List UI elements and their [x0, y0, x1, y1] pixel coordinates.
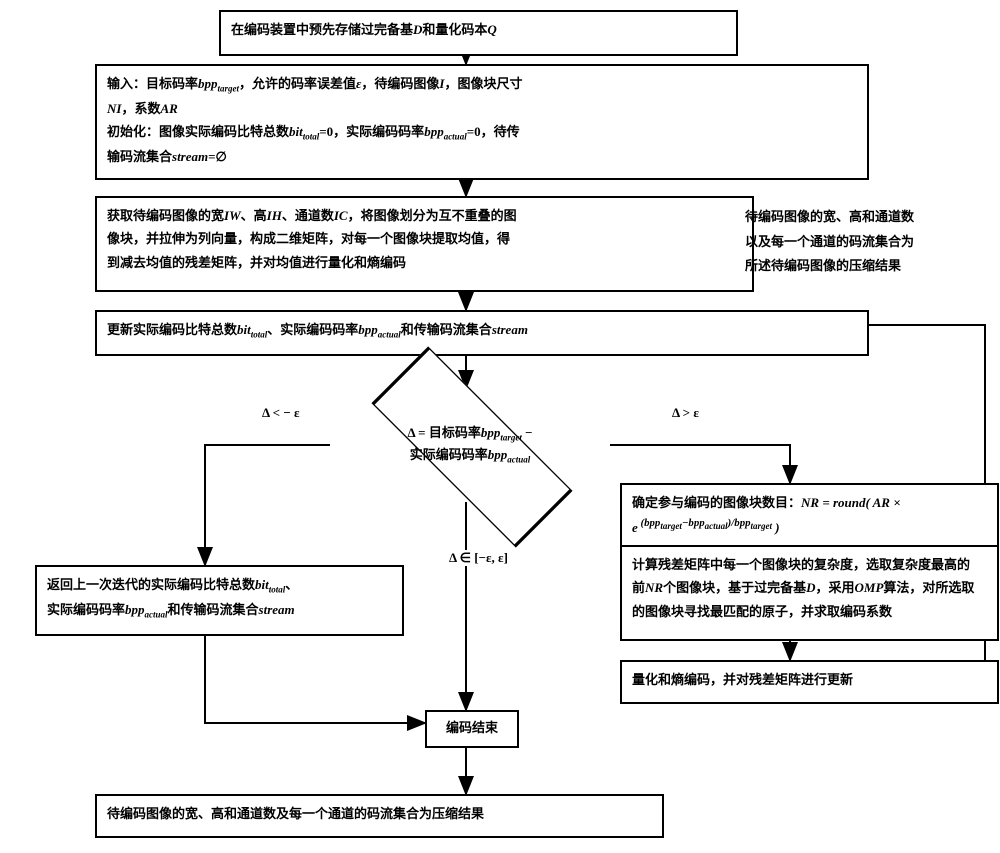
flowchart-box-left_branch: 返回上一次迭代的实际编码比特总数bittotal、实际编码码率bppactual…	[35, 565, 404, 636]
edge-label-l_right: Δ > ε	[670, 405, 701, 421]
flowchart-box-end: 编码结束	[425, 710, 519, 748]
flowchart-box-n1: 在编码装置中预先存储过完备基D和量化码本Q	[219, 10, 738, 56]
flowchart-box-n2: 输入：目标码率bpptarget，允许的码率误差值ε，待编码图像I，图像块尺寸N…	[95, 64, 869, 180]
flowchart-box-right1: 确定参与编码的图像块数目：NR = round( AR × e (bpptarg…	[620, 483, 999, 547]
side-note: 待编码图像的宽、高和通道数以及每一个通道的码流集合为所述待编码图像的压缩结果	[745, 205, 985, 279]
edge-label-l_left: Δ < − ε	[260, 405, 302, 421]
arrow-4	[205, 445, 330, 565]
flowchart-box-final: 待编码图像的宽、高和通道数及每一个通道的码流集合为压缩结果	[95, 794, 664, 838]
edge-label-l_mid: Δ ∈ [−ε, ε]	[447, 550, 510, 566]
arrow-5	[610, 445, 790, 483]
flowchart-box-n3: 获取待编码图像的宽IW、高IH、通道数IC，将图像划分为互不重叠的图像块，并拉伸…	[95, 196, 754, 292]
flowchart-decision: Δ = 目标码率bpptarget −实际编码码率bppactual	[330, 390, 610, 500]
flowchart-box-right2: 计算残差矩阵中每一个图像块的复杂度，选取复杂度最高的前NR个图像块，基于过完备基…	[620, 545, 999, 641]
flowchart-box-n4: 更新实际编码比特总数bittotal、实际编码码率bppactual和传输码流集…	[95, 310, 869, 356]
arrow-7	[205, 622, 425, 723]
flowchart-box-right3: 量化和熵编码，并对残差矩阵进行更新	[620, 660, 999, 704]
